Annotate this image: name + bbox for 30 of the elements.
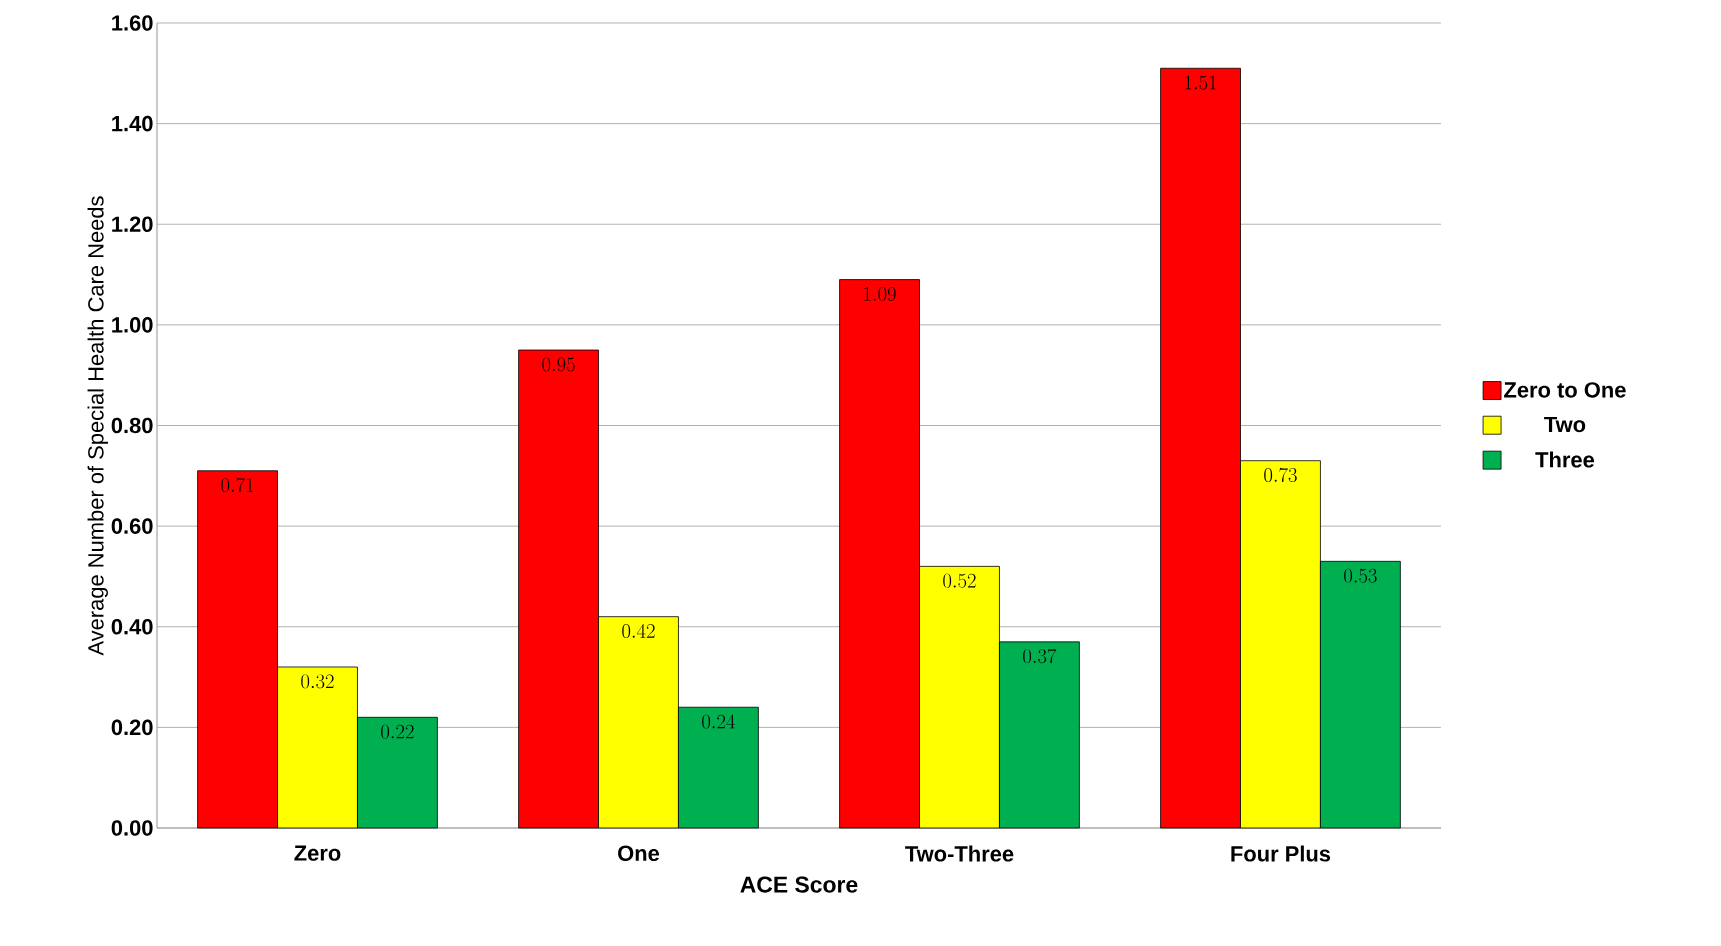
x-tick-label: Two-Three — [905, 845, 1014, 862]
data-label: 1 .51 — [1185, 75, 1217, 90]
y-tick-label: 1.20 — [112, 216, 153, 233]
legend-label: Two — [1544, 416, 1586, 433]
x-tick-label: Four Plus — [1231, 845, 1331, 862]
y-tick-label: 0.20 — [111, 719, 153, 736]
y-tick-label: 1.40 — [112, 115, 153, 132]
x-tick-label: One — [618, 845, 660, 862]
x-axis-title: ACE Score — [740, 876, 858, 893]
data-label: 0.22 — [381, 724, 414, 739]
y-tick-label: 1.00 — [112, 317, 153, 333]
data-label: 0.73 — [1264, 467, 1297, 483]
legend-label: Three — [1535, 451, 1595, 468]
y-tick-label: 0.80 — [111, 417, 153, 434]
data-label: 0.37 — [1023, 648, 1057, 664]
data-label: 0.42 — [622, 623, 655, 639]
data-label: 0.52 — [943, 573, 976, 588]
data-label: 0.95 — [542, 357, 575, 372]
y-tick-label: 0.60 — [111, 518, 153, 534]
data-label: 0.32 — [301, 674, 334, 689]
y-tick-label: 0.00 — [111, 820, 153, 836]
data-label: 1 .09 — [864, 286, 896, 301]
y-tick-label: 0.40 — [111, 618, 153, 635]
x-tick-label: Zero — [294, 845, 341, 861]
y-tick-label: 1.60 — [112, 15, 153, 31]
legend-label: Zero to One — [1504, 382, 1626, 398]
y-axis-title: Average Number of Special Health Care Needs — [87, 196, 108, 656]
data-label: 0.71 — [221, 477, 254, 493]
data-label: 0.24 — [702, 714, 735, 729]
data-label: 0.53 — [1344, 568, 1377, 583]
